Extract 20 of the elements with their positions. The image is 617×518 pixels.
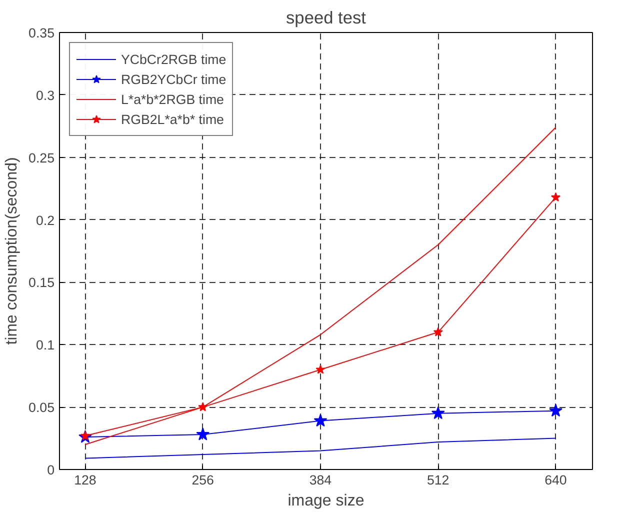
x-axis-title: image size: [288, 492, 364, 510]
y-tick-label: 0.15: [28, 275, 55, 290]
legend-label: YCbCr2RGB time: [121, 52, 226, 66]
x-tick-label: 128: [74, 472, 96, 488]
legend-label: RGB2YCbCr time: [121, 72, 226, 86]
y-tick-label: 0.35: [28, 26, 55, 40]
legend-label: RGB2L*a*b* time: [121, 112, 224, 126]
y-tick-label: 0: [47, 462, 55, 478]
y-tick-label: 0.1: [36, 338, 55, 353]
x-tick-label: 256: [192, 472, 214, 488]
y-tick-label: 0.25: [28, 150, 55, 166]
x-tick-label: 640: [544, 472, 567, 488]
y-tick-label: 0.3: [36, 88, 55, 103]
x-tick-label: 512: [426, 472, 450, 488]
y-axis-title: time consumption(second): [4, 157, 21, 345]
chart-title: speed test: [286, 8, 366, 28]
legend-label: L*a*b*2RGB time: [121, 92, 224, 106]
y-tick-label: 0.05: [28, 400, 55, 416]
y-tick-label: 0.2: [36, 212, 55, 228]
x-tick-label: 384: [309, 472, 332, 488]
